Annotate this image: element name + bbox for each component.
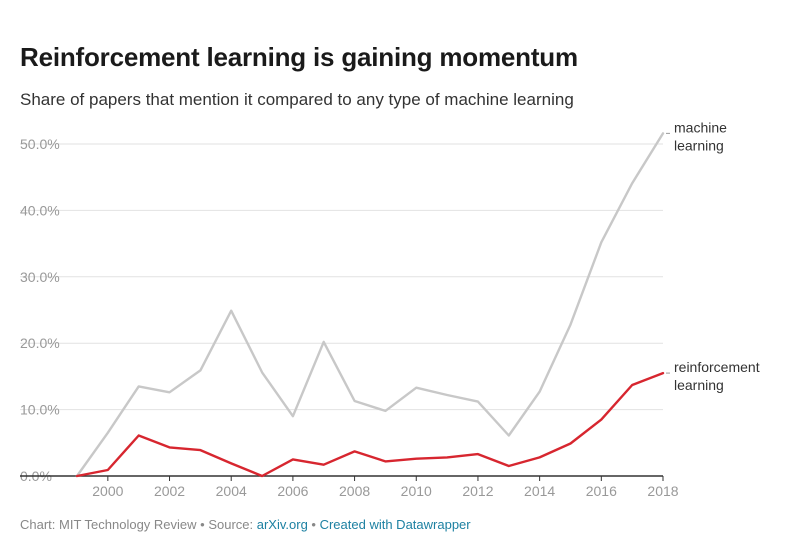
machine-learning-line <box>75 132 665 478</box>
reinforcement-learning-series-label: learning <box>674 377 724 393</box>
x-tick-label: 2004 <box>216 483 247 499</box>
footer-separator: • <box>307 517 320 532</box>
footer-separator: • <box>196 517 209 532</box>
chart-title: Reinforcement learning is gaining moment… <box>20 42 578 72</box>
y-tick-label: 20.0% <box>20 335 60 351</box>
x-tick-label: 2018 <box>647 483 678 499</box>
footer-credit: Chart: MIT Technology Review <box>20 517 197 532</box>
datawrapper-link[interactable]: Created with Datawrapper <box>319 517 471 532</box>
x-tick-label: 2016 <box>586 483 617 499</box>
y-tick-label: 10.0% <box>20 402 60 418</box>
y-tick-label: 30.0% <box>20 269 60 285</box>
footer-source-label: Source: <box>208 517 257 532</box>
source-link[interactable]: arXiv.org <box>256 517 308 532</box>
x-tick-label: 2012 <box>462 483 493 499</box>
y-tick-label: 40.0% <box>20 202 60 218</box>
line-chart: 0.0%10.0%20.0%30.0%40.0%50.0%2000 2002 200… <box>20 119 760 499</box>
x-tick-label: 2000 <box>92 483 123 499</box>
reinforcement-learning-series-label: reinforcement <box>674 359 760 375</box>
chart-subtitle: Share of papers that mention it compared… <box>20 90 574 109</box>
x-tick-label: 2008 <box>339 483 370 499</box>
chart-footer: Chart: MIT Technology Review • Source: a… <box>20 517 471 532</box>
x-tick-label: 2014 <box>524 483 555 499</box>
machine-learning-series-label: learning <box>674 137 724 153</box>
y-tick-label: 50.0% <box>20 136 60 152</box>
x-tick-label: 2010 <box>401 483 432 499</box>
x-tick-label: 2006 <box>277 483 308 499</box>
machine-learning-series-label: machine <box>674 119 727 135</box>
x-tick-label: 2002 <box>154 483 185 499</box>
reinforcement-learning-line <box>75 371 665 478</box>
